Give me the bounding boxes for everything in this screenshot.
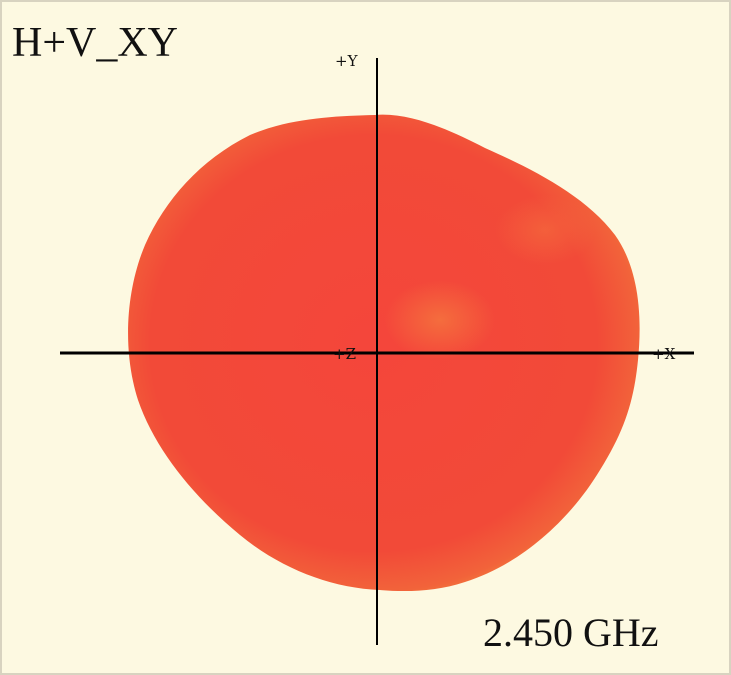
axis-label-z: +Z — [333, 345, 356, 363]
frequency: 2.450 GHz — [483, 610, 659, 655]
title: H+V_XY — [12, 20, 178, 66]
highlight — [495, 195, 595, 265]
highlight — [385, 280, 495, 360]
axis-label-x: +X — [652, 345, 676, 363]
axis-label-y: +Y — [335, 52, 359, 70]
